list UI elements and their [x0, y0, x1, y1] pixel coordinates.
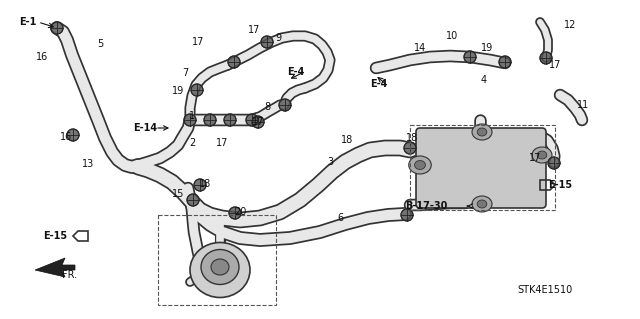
Text: 4: 4 [481, 75, 487, 85]
Text: 9: 9 [275, 33, 281, 43]
Ellipse shape [201, 249, 239, 285]
Text: 19: 19 [481, 43, 493, 53]
Text: 17: 17 [529, 153, 541, 163]
Text: 17: 17 [252, 117, 264, 127]
Ellipse shape [415, 160, 426, 169]
Text: 5: 5 [97, 39, 103, 49]
FancyBboxPatch shape [416, 128, 546, 208]
Circle shape [279, 99, 291, 111]
Text: 2: 2 [189, 138, 195, 148]
Circle shape [464, 51, 476, 63]
Ellipse shape [532, 147, 552, 163]
Circle shape [228, 56, 240, 68]
Text: E-14: E-14 [133, 123, 157, 133]
Text: E-4: E-4 [371, 79, 388, 89]
Circle shape [187, 194, 199, 206]
Text: 20: 20 [234, 207, 246, 217]
Ellipse shape [477, 128, 487, 136]
Text: 8: 8 [264, 102, 270, 112]
Circle shape [540, 52, 552, 64]
Circle shape [229, 207, 241, 219]
Text: 16: 16 [36, 52, 48, 62]
Circle shape [548, 157, 560, 169]
Text: 17: 17 [549, 60, 561, 70]
Text: 19: 19 [172, 86, 184, 96]
Text: 17: 17 [248, 25, 260, 35]
Circle shape [401, 209, 413, 221]
Circle shape [51, 22, 63, 34]
Text: E-15: E-15 [548, 180, 572, 190]
Text: STK4E1510: STK4E1510 [517, 285, 573, 295]
Text: 7: 7 [182, 68, 188, 78]
Ellipse shape [211, 259, 229, 275]
Circle shape [204, 114, 216, 126]
Ellipse shape [537, 151, 547, 159]
Circle shape [252, 116, 264, 128]
Text: 6: 6 [337, 213, 343, 223]
Ellipse shape [409, 156, 431, 174]
Text: 11: 11 [577, 100, 589, 110]
Ellipse shape [477, 200, 487, 208]
Text: 18: 18 [406, 133, 418, 143]
Circle shape [246, 114, 258, 126]
Text: 15: 15 [172, 189, 184, 199]
Text: E-4: E-4 [287, 67, 305, 77]
Text: 1: 1 [189, 111, 195, 121]
Circle shape [224, 114, 236, 126]
Text: 16: 16 [60, 132, 72, 142]
Bar [158, 215, 276, 305]
Text: 14: 14 [414, 43, 426, 53]
Text: 10: 10 [446, 31, 458, 41]
Text: 3: 3 [327, 157, 333, 167]
Text: 12: 12 [564, 20, 576, 30]
Circle shape [261, 36, 273, 48]
Ellipse shape [472, 196, 492, 212]
Text: E-15: E-15 [43, 231, 67, 241]
Ellipse shape [190, 242, 250, 298]
Text: 17: 17 [216, 138, 228, 148]
Text: E-1: E-1 [19, 17, 36, 27]
Text: FR.: FR. [63, 270, 77, 280]
Circle shape [404, 142, 416, 154]
Text: 18: 18 [341, 135, 353, 145]
Circle shape [184, 114, 196, 126]
Text: 18: 18 [199, 179, 211, 189]
Circle shape [191, 84, 203, 96]
Circle shape [499, 56, 511, 68]
Polygon shape [35, 258, 75, 277]
Text: B-17-30: B-17-30 [405, 201, 447, 211]
Text: 17: 17 [192, 37, 204, 47]
Ellipse shape [472, 124, 492, 140]
Circle shape [67, 129, 79, 141]
Bar [410, 125, 555, 210]
Text: 13: 13 [82, 159, 94, 169]
Circle shape [194, 179, 206, 191]
